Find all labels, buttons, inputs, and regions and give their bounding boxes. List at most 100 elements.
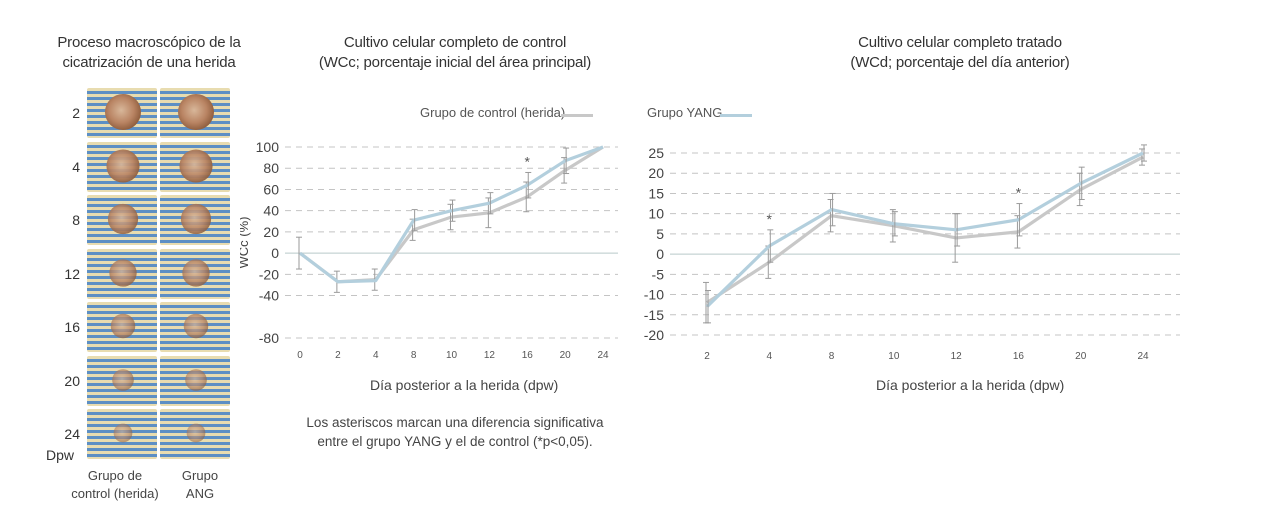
row-label-4: 4: [72, 158, 80, 175]
x-tick-label: 4: [373, 350, 379, 361]
legend-control-swatch: [561, 114, 593, 117]
row-label-20: 20: [64, 372, 80, 389]
chart2-x-axis-label: Día posterior a la herida (dpw): [876, 377, 1065, 393]
legend-yang-label: Grupo YANG: [647, 105, 723, 120]
error-bar: [767, 229, 774, 263]
photo-panel-title-line1: Proceso macroscópico de la: [57, 34, 241, 51]
x-tick-label: 24: [597, 350, 609, 361]
chart1-title-line2: (WCc; porcentaje inicial del área princi…: [318, 54, 592, 71]
control-wound-photo-4: [87, 141, 157, 192]
error-bar: [563, 147, 570, 175]
y-tick-label: 100: [256, 139, 280, 155]
series-line-yang: [299, 145, 604, 284]
y-tick-label: 5: [656, 226, 664, 242]
control-wound-photo-16: [87, 302, 157, 352]
y-tick-label: 10: [648, 206, 664, 222]
control-wound-photo-12: [87, 248, 157, 299]
y-tick-label: 80: [263, 160, 279, 176]
chart2-title: Cultivo celular completo tratado (WCd; p…: [790, 33, 1130, 73]
chart1-title: Cultivo celular completo de control (WCc…: [290, 33, 620, 73]
y-tick-label: 25: [648, 145, 664, 161]
significance-note: Los asteriscos marcan una diferencia sig…: [290, 413, 620, 451]
ang-wound-photo-4: [160, 141, 230, 192]
x-tick-label: 16: [522, 350, 534, 361]
x-tick-label: 20: [1075, 351, 1087, 362]
x-tick-label: 2: [704, 351, 710, 362]
ang-wound-photo-2: [160, 88, 230, 138]
control-wound-photo-20: [87, 355, 157, 406]
error-bar: [1078, 166, 1085, 201]
ang-column-label-line2: ANG: [185, 486, 215, 501]
y-tick-label: 15: [648, 185, 664, 201]
significance-note-line2: entre el grupo YANG y el de control (*p<…: [317, 434, 593, 449]
row-label-8: 8: [72, 212, 80, 228]
control-column-label-line2: control (herida): [71, 486, 159, 501]
x-tick-label: 12: [951, 351, 963, 362]
x-tick-label: 8: [829, 351, 835, 362]
y-tick-label: -5: [652, 266, 665, 282]
error-bar: [1016, 203, 1023, 237]
error-bar: [891, 211, 898, 237]
dpw-axis-label: Dpw: [45, 447, 74, 463]
y-tick-label: -80: [259, 330, 279, 346]
x-tick-label: 8: [411, 350, 417, 361]
ang-wound-photo-16: [160, 302, 230, 352]
x-tick-label: 10: [888, 351, 900, 362]
series-line-yang: [705, 151, 1144, 308]
error-bar: [829, 192, 836, 227]
y-tick-label: 60: [263, 181, 279, 197]
x-tick-label: 10: [446, 350, 458, 361]
y-axis-label: WCc (%): [240, 217, 251, 269]
x-tick-label: 16: [1013, 351, 1025, 362]
series-line-control: [706, 155, 1144, 304]
error-bar: [449, 199, 456, 222]
x-tick-label: 2: [335, 350, 341, 361]
y-tick-label: 40: [263, 203, 279, 219]
error-bar: [954, 213, 961, 247]
x-tick-label: 24: [1137, 351, 1149, 362]
y-tick-label: -20: [644, 327, 664, 343]
y-tick-label: -20: [259, 266, 279, 282]
ang-wound-photo-24: [160, 409, 230, 459]
y-tick-label: -15: [644, 307, 664, 323]
control-wound-photo-8: [87, 195, 157, 245]
chart1-title-line1: Cultivo celular completo de control: [343, 34, 567, 51]
error-bar: [411, 209, 418, 232]
chart1-x-axis-label: Día posterior a la herida (dpw): [370, 377, 559, 393]
y-tick-label: 0: [271, 245, 279, 261]
row-label-12: 12: [64, 265, 80, 282]
control-column-label: Grupo de control (herida): [65, 467, 165, 503]
x-tick-label: 0: [297, 350, 303, 361]
x-tick-label: 12: [484, 350, 496, 361]
x-tick-label: 20: [560, 350, 572, 361]
y-tick-label: 20: [648, 165, 664, 181]
y-tick-label: 0: [656, 246, 664, 262]
ang-wound-photo-8: [160, 195, 230, 245]
error-bar: [1141, 144, 1147, 162]
legend-yang-swatch: [720, 114, 752, 117]
ang-column-label: Grupo ANG: [160, 467, 240, 503]
ang-wound-photo-12: [160, 248, 230, 299]
chart2-title-line1: Cultivo celular completo tratado: [858, 34, 1062, 51]
error-bar: [889, 209, 896, 243]
error-bar: [296, 236, 302, 270]
control-wound-photo-2: [87, 88, 157, 138]
significance-asterisk: *: [1016, 185, 1022, 201]
photo-panel-title-line2: cicatrización de una herida: [62, 54, 236, 71]
significance-note-line1: Los asteriscos marcan una diferencia sig…: [306, 415, 604, 430]
y-tick-label: -40: [259, 288, 279, 304]
error-bar: [525, 171, 532, 199]
y-tick-label: 20: [263, 224, 279, 240]
significance-asterisk: *: [767, 211, 773, 227]
control-column-label-line1: Grupo de: [87, 468, 143, 483]
control-wound-photo-24: [87, 409, 157, 459]
error-bar: [705, 290, 711, 324]
significance-asterisk: *: [525, 153, 531, 169]
y-tick-label: -10: [644, 287, 664, 303]
ang-wound-photo-20: [160, 355, 230, 406]
legend-control-label: Grupo de control (herida): [420, 105, 566, 120]
row-label-24: 24: [64, 426, 80, 442]
row-label-16: 16: [64, 319, 80, 335]
